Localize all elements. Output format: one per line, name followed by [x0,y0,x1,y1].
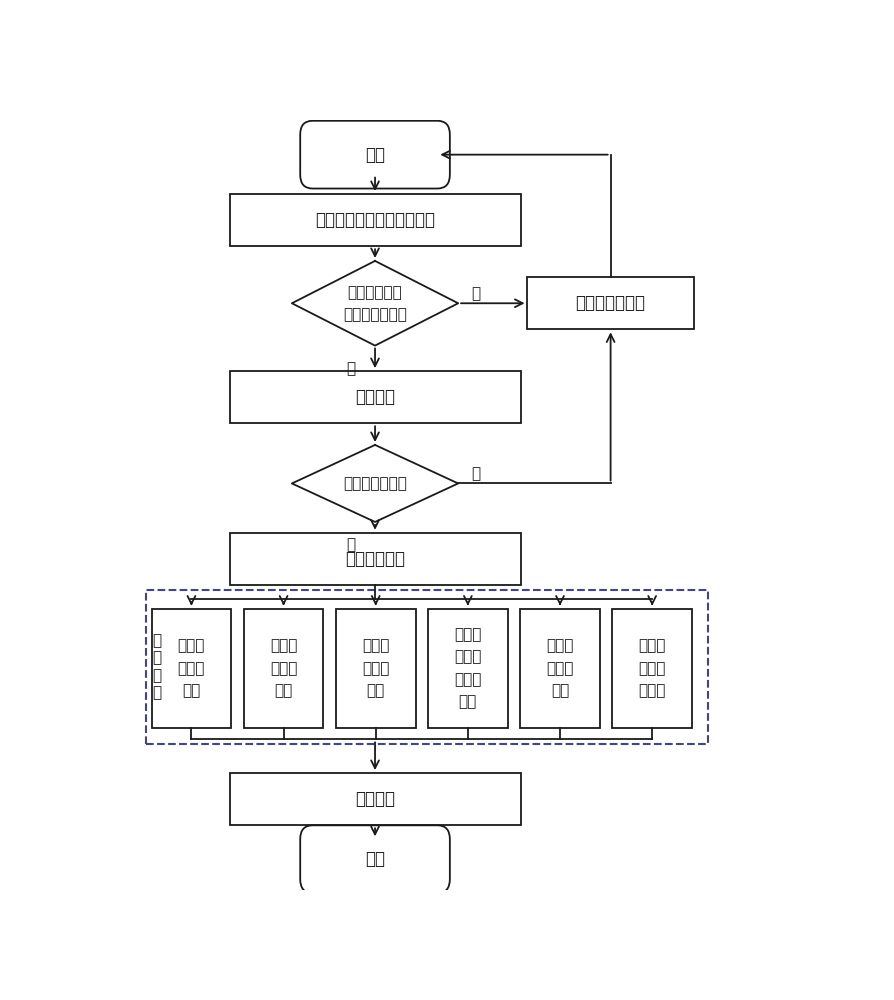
Bar [147,590,708,744]
Text: 提取数据特征: 提取数据特征 [345,550,405,568]
Text: 生产设
备状态
数据: 生产设 备状态 数据 [270,639,298,698]
Bar [527,277,694,329]
Bar [230,371,520,423]
Text: 保护装
置及开
关状态
数据: 保护装 置及开 关状态 数据 [454,627,482,709]
Text: 数据存储: 数据存储 [355,790,395,808]
Text: 开始: 开始 [365,146,385,164]
Text: 否: 否 [471,466,480,481]
Text: 电力设
备状态
数据: 电力设 备状态 数据 [178,639,205,698]
Bar [612,609,692,728]
Bar [520,609,600,728]
Text: 解析现场监测装置上送数据: 解析现场监测装置上送数据 [315,211,435,229]
Text: 是: 是 [346,538,355,553]
Bar [152,609,232,728]
Bar [230,194,520,246]
Text: 否: 否 [471,286,480,301]
Text: 设备能
耗及效
率数据: 设备能 耗及效 率数据 [638,639,666,698]
Text: 结束: 结束 [365,850,385,868]
Text: 数
据
分
类: 数 据 分 类 [152,633,161,700]
Text: 电力故
障暂态
数据: 电力故 障暂态 数据 [362,639,390,698]
FancyBboxPatch shape [300,825,450,893]
Bar [428,609,508,728]
Polygon shape [291,261,458,346]
Bar [230,533,520,585]
Text: 判断数据是否
具有时间有效性: 判断数据是否 具有时间有效性 [343,285,407,322]
Text: 判断数据有效性: 判断数据有效性 [343,476,407,491]
Text: 数据对齐: 数据对齐 [355,388,395,406]
Bar [336,609,416,728]
Bar [244,609,324,728]
FancyBboxPatch shape [300,121,450,189]
Bar [230,773,520,825]
Text: 电能质
量监测
数据: 电能质 量监测 数据 [546,639,574,698]
Text: 是: 是 [346,361,355,376]
Polygon shape [291,445,458,522]
Text: 标记为无效数据: 标记为无效数据 [576,294,645,312]
